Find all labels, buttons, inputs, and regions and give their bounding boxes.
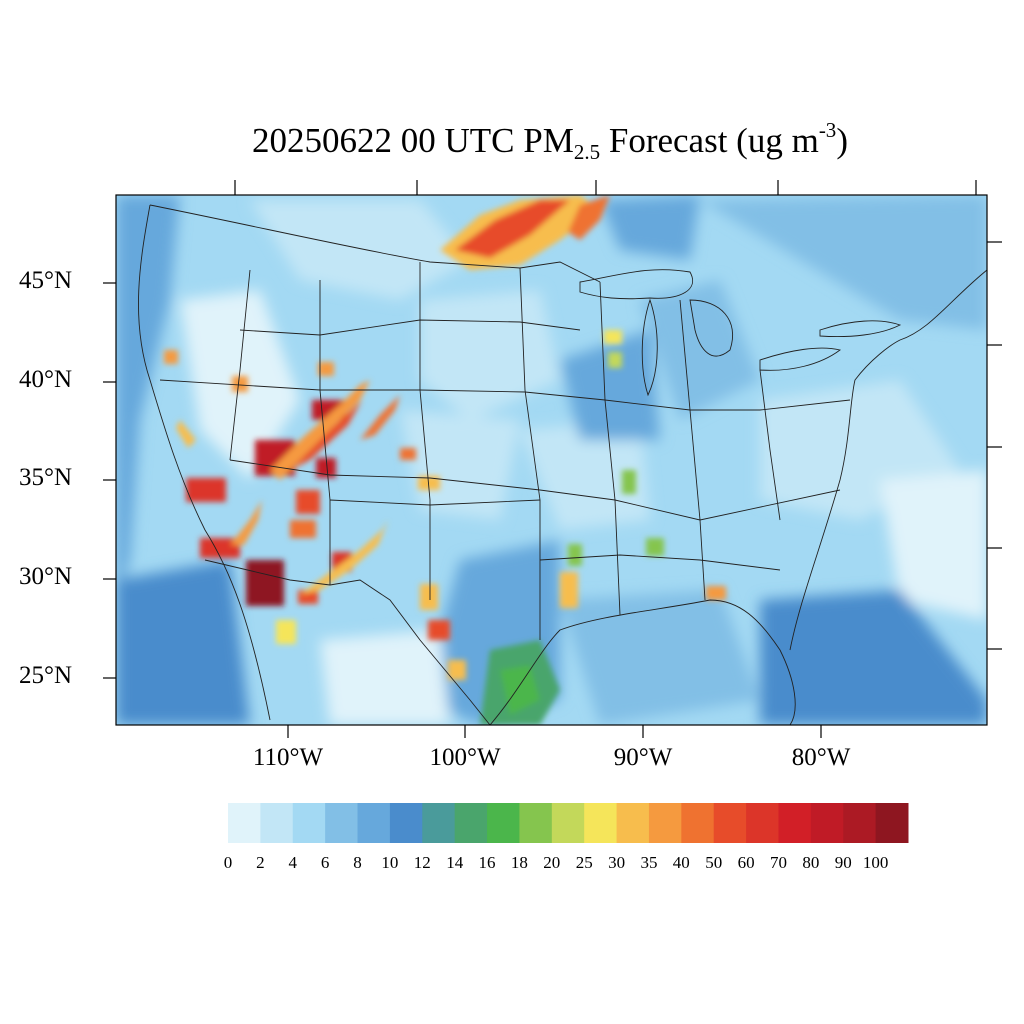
colorbar-tick-label: 80 (802, 853, 820, 872)
colorbar-bin (584, 803, 618, 843)
colorbar-tick-label: 40 (672, 853, 690, 872)
lat-label-35n: 35°N (19, 464, 73, 491)
colorbar-bin (292, 803, 326, 843)
colorbar-bin (746, 803, 779, 843)
colorbar-bin (357, 803, 391, 843)
colorbar-bin (648, 803, 682, 843)
colorbar-tick-label: 8 (353, 853, 362, 872)
colorbar-tick-label: 16 (478, 853, 496, 872)
lat-label-30n: 30°N (19, 563, 73, 590)
lon-label-80w: 80°W (791, 744, 851, 771)
colorbar-tick-label: 20 (543, 853, 561, 872)
lon-label-90w: 90°W (613, 744, 673, 771)
colorbar-tick-label: 35 (640, 853, 658, 872)
lon-label-100w: 100°W (429, 744, 501, 771)
colorbar-bin (519, 803, 553, 843)
map-title: 20250622 00 UTC PM2.5 Forecast (ug m-3) (252, 118, 848, 164)
colorbar-bin (228, 803, 261, 843)
colorbar-bin (422, 803, 456, 843)
colorbar-tick-label: 90 (834, 853, 852, 872)
lat-label-45n: 45°N (19, 267, 73, 294)
colorbar-tick-label: 100 (862, 853, 889, 872)
colorbar-tick-label: 6 (320, 853, 330, 872)
colorbar-tick-label: 70 (770, 853, 787, 872)
colorbar-bin (713, 803, 747, 843)
colorbar-bin (778, 803, 812, 843)
colorbar-tick-label: 2 (256, 853, 265, 872)
colorbar-tick-label: 60 (737, 853, 755, 872)
colorbar-tick-label: 14 (446, 853, 464, 872)
colorbar-tick-label: 18 (510, 853, 528, 872)
colorbar-bin (454, 803, 488, 843)
colorbar-tick-label: 4 (288, 853, 298, 872)
colorbar-tick-label: 10 (381, 853, 399, 872)
colorbar-bin (616, 803, 650, 843)
boundary-lines (138, 204, 987, 725)
lat-label-40n: 40°N (19, 366, 73, 393)
colorbar-bin (487, 803, 520, 843)
colorbar-tick-label: 0 (223, 853, 233, 872)
colorbar-bin (875, 803, 909, 843)
colorbar-tick-label: 50 (705, 853, 723, 872)
lat-label-25n: 25°N (19, 662, 73, 689)
colorbar-bin (325, 803, 359, 843)
colorbar-tick-label: 12 (413, 853, 431, 872)
colorbar-tick-label: 25 (575, 853, 593, 872)
colorbar-bin (843, 803, 877, 843)
colorbar-bin (389, 803, 423, 843)
colorbar-bin (810, 803, 844, 843)
colorbar-bin (681, 803, 715, 843)
lon-label-110w: 110°W (252, 744, 324, 771)
map-frame (115, 194, 988, 726)
colorbar-bin (260, 803, 294, 843)
axis-ticks (103, 180, 1002, 738)
colorbar (228, 803, 909, 843)
pm25-field (116, 195, 987, 725)
colorbar-bin (551, 803, 585, 843)
colorbar-tick-label: 30 (608, 853, 626, 872)
